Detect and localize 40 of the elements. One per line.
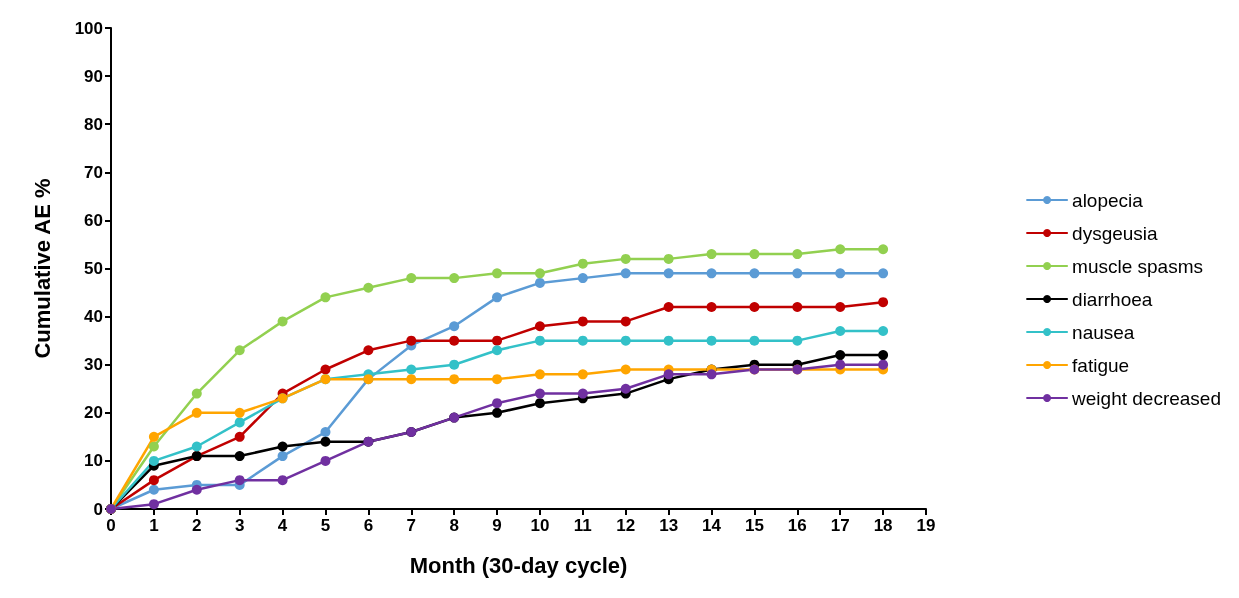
y-tick-label: 100 (74, 18, 103, 38)
x-tick-label: 5 (320, 516, 331, 535)
x-axis-title: Month (30-day cycle) (409, 552, 628, 578)
y-tick-label: 30 (84, 355, 103, 375)
x-tick-label: 19 (916, 516, 936, 535)
x-tick-label: 8 (449, 516, 459, 535)
legend-label: muscle spasms (1072, 255, 1203, 277)
x-tick-label: 7 (406, 516, 416, 535)
x-tick-label: 10 (530, 516, 550, 535)
x-tick-label: 1 (149, 516, 159, 535)
legend-label: diarrhoea (1072, 288, 1153, 310)
y-tick-label: 10 (84, 451, 103, 471)
legend-label: weight decreased (1071, 387, 1222, 409)
x-tick-label: 0 (106, 516, 116, 535)
y-axis-title: Cumulative AE % (29, 178, 55, 359)
x-tick-label: 11 (573, 516, 592, 535)
y-tick-label: 60 (84, 210, 103, 230)
x-tick-label: 3 (234, 516, 245, 535)
y-tick-label: 90 (84, 66, 103, 86)
x-tick-label: 6 (363, 516, 374, 535)
x-tick-label: 17 (830, 516, 850, 535)
x-tick-label: 9 (492, 516, 502, 535)
x-tick-label: 12 (616, 516, 636, 535)
legend-label: dysgeusia (1072, 222, 1159, 244)
x-tick-label: 13 (659, 516, 679, 535)
y-tick-label: 20 (84, 403, 103, 423)
x-tick-label: 15 (744, 516, 764, 535)
legend-label: alopecia (1072, 189, 1144, 211)
y-tick-label: 80 (84, 114, 103, 134)
y-tick-label: 40 (84, 307, 103, 327)
legend-label: nausea (1072, 321, 1135, 343)
y-tick-label: 0 (93, 499, 103, 519)
y-tick-label: 70 (84, 162, 103, 182)
y-tick-label: 50 (84, 259, 103, 278)
x-tick-label: 16 (787, 516, 807, 535)
x-tick-label: 14 (702, 516, 722, 535)
x-tick-label: 18 (873, 516, 893, 535)
legend-label: fatigue (1072, 354, 1130, 376)
x-tick-label: 2 (192, 516, 202, 535)
x-tick-label: 4 (277, 516, 288, 535)
